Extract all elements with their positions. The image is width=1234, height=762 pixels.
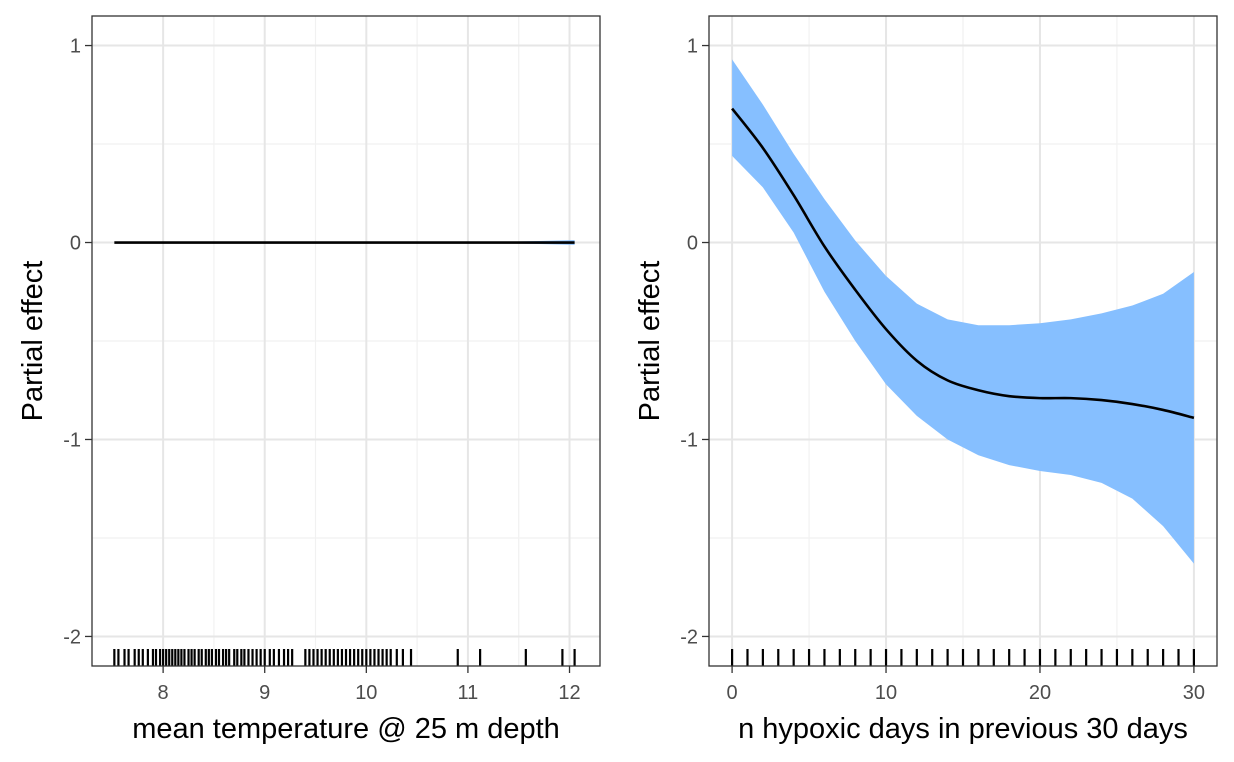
- x-axis-ticks: 8 9 10 11 12: [158, 666, 581, 704]
- confidence-ribbon: [732, 59, 1194, 564]
- y-axis-ticks: 1 0 -1 -2: [680, 36, 709, 648]
- x-tick-label: 12: [558, 682, 580, 704]
- panel-border: [708, 15, 1218, 667]
- rug-marks: [730, 649, 1196, 666]
- y-tick-label: 1: [687, 36, 698, 58]
- x-tick-label: 20: [1029, 682, 1051, 704]
- y-axis-title: Partial effect: [17, 261, 49, 422]
- y-tick-label: -1: [63, 429, 81, 451]
- y-tick-label: -2: [680, 626, 698, 648]
- panel-frame: [708, 15, 1218, 667]
- x-tick-label: 30: [1183, 682, 1205, 704]
- x-tick-label: 8: [158, 682, 169, 704]
- fit-line: [731, 107, 1195, 420]
- y-tick-label: -2: [63, 626, 81, 648]
- rug-marks: [113, 649, 576, 666]
- x-tick-label: 9: [259, 682, 270, 704]
- y-axis-ticks: 1 0 -1 -2: [63, 36, 92, 648]
- x-tick-label: 11: [458, 682, 479, 704]
- y-axis-title: Partial effect: [634, 261, 666, 422]
- panel-border: [91, 15, 601, 667]
- panel-frame: [91, 15, 601, 667]
- y-tick-label: 0: [687, 233, 698, 255]
- x-tick-label: 10: [875, 682, 897, 704]
- x-tick-label: 10: [355, 682, 377, 704]
- y-tick-label: 0: [70, 233, 81, 255]
- panel-mean-temperature: 8 9 10 11 12 10-1-2 mean temperature @ 25 m …: [17, 15, 601, 745]
- x-axis-title: mean temperature @ 25 m depth: [132, 713, 560, 745]
- panel-hypoxic-days: 0 10 20 30 10-1-2 n hypoxic days in previou…: [634, 15, 1218, 745]
- minor-gridlines: [92, 16, 600, 666]
- ci-ribbon: [732, 59, 1194, 564]
- x-tick-label: 0: [727, 682, 738, 704]
- smooth-line: [731, 107, 1195, 420]
- x-axis-title: n hypoxic days in previous 30 days: [738, 713, 1188, 745]
- x-axis-ticks: 0 10 20 30: [727, 666, 1205, 704]
- y-tick-label: -1: [680, 429, 698, 451]
- y-tick-label: 1: [70, 36, 81, 58]
